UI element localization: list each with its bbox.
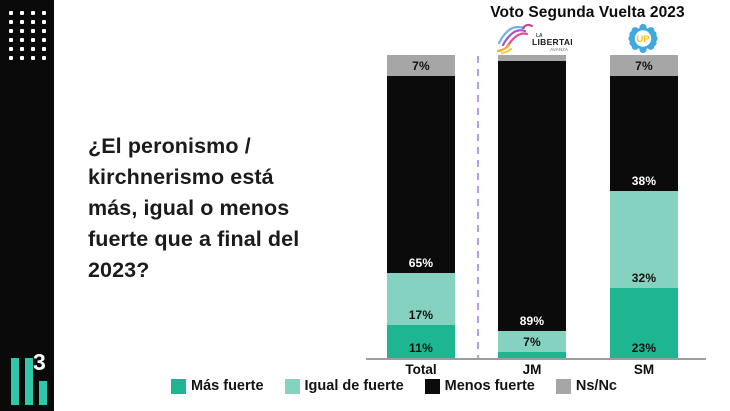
value-label: 23% (631, 341, 657, 355)
value-label: 32% (631, 271, 657, 286)
legend-swatch-icon (555, 378, 571, 394)
bar-segment: 7% (610, 55, 678, 77)
logo-superscript: 3 (33, 349, 46, 375)
dots-pattern (9, 11, 46, 60)
value-label: 7% (523, 334, 541, 349)
dot (42, 20, 46, 24)
lla-text-la: LA (536, 33, 543, 39)
legend-swatch-icon (171, 378, 186, 394)
category-label: JM (522, 362, 542, 377)
dot (9, 20, 13, 24)
value-label: 38% (631, 174, 657, 189)
stacked-bar-total: 7% 65% 17% 11% (387, 55, 455, 358)
stacked-bar-sm: 7% 38% 32% 23% (610, 55, 678, 358)
logo-bar (39, 381, 47, 405)
dot (20, 20, 24, 24)
legend-swatch-icon (284, 378, 300, 394)
bar-segment: 23% (610, 288, 678, 358)
dot (42, 11, 46, 15)
logo-bar (25, 358, 33, 405)
category-label: SM (633, 362, 655, 377)
dot (31, 47, 35, 51)
dot (31, 11, 35, 15)
bar-segment: 11% (387, 324, 455, 358)
dot (9, 38, 13, 42)
bar-segment: 7% (387, 55, 455, 77)
question-text: ¿El peronismo / kirchnerismo está más, i… (88, 131, 348, 286)
bar-segment: 32% (610, 191, 678, 289)
bar-segment: 65% (387, 76, 455, 274)
dot (20, 11, 24, 15)
dot (42, 47, 46, 51)
dot (20, 56, 24, 60)
x-axis-line (366, 358, 706, 360)
dot (42, 56, 46, 60)
lla-text-libertad: LIBERTAD (532, 37, 572, 47)
bar-segment: 7% (498, 330, 566, 352)
value-label: 11% (409, 341, 433, 355)
category-label: Total (405, 362, 437, 377)
dot (20, 47, 24, 51)
dot (20, 38, 24, 42)
legend-label: Igual de fuerte (304, 378, 404, 394)
legend-label: Menos fuerte (444, 378, 535, 394)
bar-segment (498, 55, 566, 62)
question-line: kirchnerismo está (88, 165, 274, 189)
lla-text-avanza: AVANZA (550, 47, 569, 52)
bar-segment (498, 351, 566, 358)
dot (31, 56, 35, 60)
chart-title: Voto Segunda Vuelta 2023 (490, 4, 685, 21)
sidebar-decoration: 3 (0, 0, 54, 411)
up-text: UP (636, 34, 650, 45)
dot (9, 29, 13, 33)
question-line: fuerte que a final del (88, 227, 300, 251)
legend-item-menos-fuerte: Menos fuerte (424, 378, 535, 394)
dot (20, 29, 24, 33)
company-logo: 3 (0, 350, 54, 408)
chart-legend: Más fuerte Igual de fuerte Menos fuerte … (171, 377, 617, 395)
legend-swatch-icon (424, 378, 440, 394)
question-line: ¿El peronismo / (88, 134, 251, 158)
up-inner-ring (634, 30, 652, 47)
bar-segment: 89% (498, 61, 566, 331)
value-label: 7% (635, 59, 653, 74)
la-libertad-avanza-logo: LA LIBERTAD AVANZA (496, 23, 572, 54)
logo-bar (11, 358, 19, 405)
question-line: 2023? (88, 258, 150, 282)
bar-segment: 38% (610, 76, 678, 192)
union-por-la-patria-logo: UP (628, 23, 658, 54)
stacked-bar-jm: 89% 7% (498, 55, 566, 358)
legend-item-ns-nc: Ns/Nc (555, 378, 617, 394)
value-label: 89% (519, 313, 545, 328)
dot (9, 11, 13, 15)
legend-item-mas-fuerte: Más fuerte (171, 378, 264, 394)
dot (9, 47, 13, 51)
dot (31, 38, 35, 42)
question-line: más, igual o menos (88, 196, 290, 220)
legend-item-igual-de-fuerte: Igual de fuerte (284, 378, 404, 394)
dot (9, 56, 13, 60)
legend-label: Más fuerte (191, 378, 264, 394)
dot (31, 20, 35, 24)
dot (42, 38, 46, 42)
bar-segment: 17% (387, 273, 455, 325)
dashed-divider (477, 56, 479, 358)
dot (42, 29, 46, 33)
value-label: 65% (408, 256, 434, 271)
legend-label: Ns/Nc (575, 378, 617, 394)
dot (31, 29, 35, 33)
value-label: 17% (408, 307, 434, 322)
value-label: 7% (412, 59, 430, 74)
